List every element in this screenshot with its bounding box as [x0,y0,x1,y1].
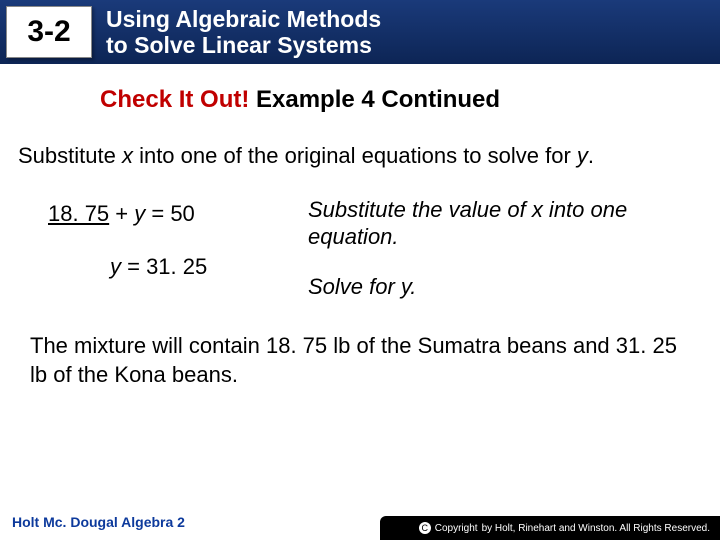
equation-2: y = 31. 25 [48,249,308,284]
notes-column: Substitute the value of x into one equat… [308,196,720,301]
work-area: 18. 75 + y = 50 y = 31. 25 Substitute th… [48,196,720,301]
eq1-plus: + [109,201,134,226]
instruction-text: Substitute x into one of the original eq… [18,142,702,170]
instruction-var-y: y [577,143,588,168]
note-2: Solve for y. [308,273,700,301]
heading-black: Example 4 Continued [256,86,500,113]
footer-left-text: Holt Mc. Dougal Algebra 2 [12,514,185,530]
example-heading: Check It Out! Example 4 Continued [100,86,720,114]
eq1-var-y: y [134,201,145,226]
instruction-prefix: Substitute [18,143,122,168]
eq1-equals: = 50 [145,201,195,226]
eq1-value: 18. 75 [48,201,109,226]
footer-right-label: Copyright [435,523,478,534]
section-number-badge: 3-2 [6,6,92,58]
instruction-suffix: . [588,143,594,168]
instruction-mid: into one of the original equations to so… [133,143,577,168]
header-title: Using Algebraic Methods to Solve Linear … [106,6,381,59]
instruction-var-x: x [122,143,133,168]
header-title-line1: Using Algebraic Methods [106,6,381,32]
header-title-line2: to Solve Linear Systems [106,32,381,58]
header-bar: 3-2 Using Algebraic Methods to Solve Lin… [0,0,720,64]
eq2-equals: = 31. 25 [121,254,207,279]
eq2-var-y: y [110,254,121,279]
note-1: Substitute the value of x into one equat… [308,196,700,251]
heading-red: Check It Out! [100,86,256,113]
conclusion-text: The mixture will contain 18. 75 lb of th… [30,332,690,389]
equation-1: 18. 75 + y = 50 [48,196,308,231]
footer-right-text: by Holt, Rinehart and Winston. All Right… [482,523,710,534]
equations-column: 18. 75 + y = 50 y = 31. 25 [48,196,308,301]
copyright-icon: C [419,522,431,534]
footer-copyright-bar: C Copyright by Holt, Rinehart and Winsto… [380,516,720,540]
